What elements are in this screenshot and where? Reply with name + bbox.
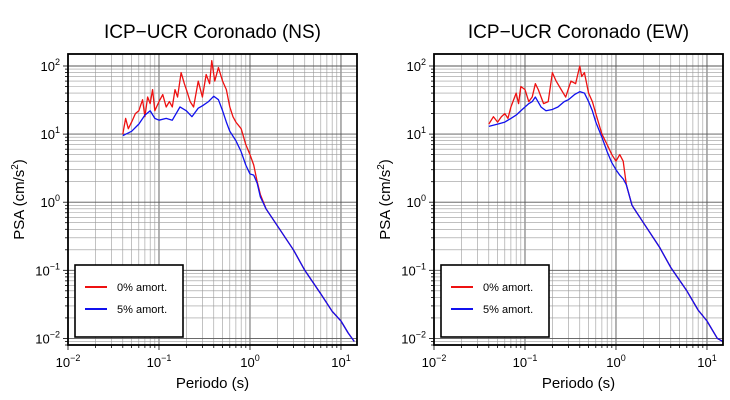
y-tick-label: 101: [407, 125, 426, 142]
y-tick-exponent: −1: [50, 261, 60, 271]
y-tick-label: 101: [41, 125, 60, 142]
x-tick-base: 10: [147, 355, 161, 370]
y-axis-label-main: PSA (cm/s: [377, 170, 394, 240]
x-tick-base: 10: [331, 355, 345, 370]
y-tick-base: 10: [41, 195, 55, 210]
legend-label: 0% amort.: [483, 282, 533, 294]
x-tick-base: 10: [697, 355, 711, 370]
x-tick-label: 100: [240, 353, 259, 370]
x-tick-label: 10−1: [513, 353, 538, 370]
chart-title: ICP−UCR Coronado (EW): [468, 22, 689, 43]
y-tick-label: 10−1: [401, 261, 426, 278]
series-line-blue: [488, 91, 724, 343]
y-tick-exponent: 2: [55, 57, 60, 67]
x-tick-exponent: 1: [346, 353, 351, 363]
y-tick-exponent: 2: [421, 57, 426, 67]
x-tick-base: 10: [56, 355, 70, 370]
x-tick-label: 101: [697, 353, 716, 370]
y-axis-label-end: ): [377, 159, 394, 164]
grid: [433, 54, 723, 346]
y-tick-label: 10−1: [35, 261, 60, 278]
x-tick-label: 100: [606, 353, 625, 370]
y-tick-exponent: 0: [55, 193, 60, 203]
y-tick-label: 102: [407, 57, 426, 74]
y-tick-exponent: −2: [50, 329, 60, 339]
legend: 0% amort. 5% amort.: [440, 264, 550, 338]
y-tick-label: 10−2: [401, 329, 426, 346]
x-tick-label: 10−2: [422, 353, 447, 370]
chart-title: ICP−UCR Coronado (NS): [104, 22, 321, 43]
legend-label: 0% amort.: [117, 282, 167, 294]
y-tick-exponent: 0: [421, 193, 426, 203]
x-tick-exponent: 0: [255, 353, 260, 363]
y-axis-label-end: ): [11, 159, 28, 164]
legend: 0% amort. 5% amort.: [74, 264, 184, 338]
y-tick-label: 100: [407, 193, 426, 210]
y-tick-label: 100: [41, 193, 60, 210]
x-tick-label: 101: [331, 353, 350, 370]
y-axis-label: PSA (cm/s2): [10, 159, 28, 240]
y-tick-base: 10: [41, 127, 55, 142]
x-axis-label: Periodo (s): [176, 375, 249, 392]
y-tick-base: 10: [401, 331, 415, 346]
x-tick-exponent: −2: [70, 353, 80, 363]
y-tick-label: 10−2: [35, 329, 60, 346]
y-axis-label-superscript: 2: [10, 164, 21, 170]
legend-label: 5% amort.: [117, 304, 167, 316]
y-tick-exponent: −1: [416, 261, 426, 271]
x-tick-exponent: 0: [621, 353, 626, 363]
x-tick-exponent: −1: [527, 353, 537, 363]
y-tick-exponent: 1: [55, 125, 60, 135]
y-tick-base: 10: [407, 127, 421, 142]
x-tick-base: 10: [422, 355, 436, 370]
axes-frame: [433, 53, 724, 346]
y-tick-base: 10: [35, 263, 49, 278]
x-tick-label: 10−2: [56, 353, 81, 370]
axes-frame: [67, 53, 358, 346]
x-tick-label: 10−1: [147, 353, 172, 370]
y-tick-base: 10: [35, 331, 49, 346]
legend-box: [74, 264, 184, 338]
y-tick-base: 10: [41, 59, 55, 74]
legend-box: [440, 264, 550, 338]
legend-label: 5% amort.: [483, 304, 533, 316]
series-line-blue: [122, 95, 355, 342]
y-tick-exponent: −2: [416, 329, 426, 339]
x-tick-base: 10: [513, 355, 527, 370]
y-tick-base: 10: [407, 195, 421, 210]
x-tick-base: 10: [606, 355, 620, 370]
grid: [67, 54, 357, 346]
x-tick-exponent: −2: [436, 353, 446, 363]
x-tick-exponent: 1: [712, 353, 717, 363]
x-axis-label: Periodo (s): [542, 375, 615, 392]
y-tick-base: 10: [407, 59, 421, 74]
y-axis-label: PSA (cm/s2): [376, 159, 394, 240]
y-axis-label-main: PSA (cm/s: [11, 170, 28, 240]
y-tick-base: 10: [401, 263, 415, 278]
x-tick-base: 10: [240, 355, 254, 370]
y-tick-label: 102: [41, 57, 60, 74]
x-tick-exponent: −1: [161, 353, 171, 363]
y-tick-exponent: 1: [421, 125, 426, 135]
y-axis-label-superscript: 2: [376, 164, 387, 170]
